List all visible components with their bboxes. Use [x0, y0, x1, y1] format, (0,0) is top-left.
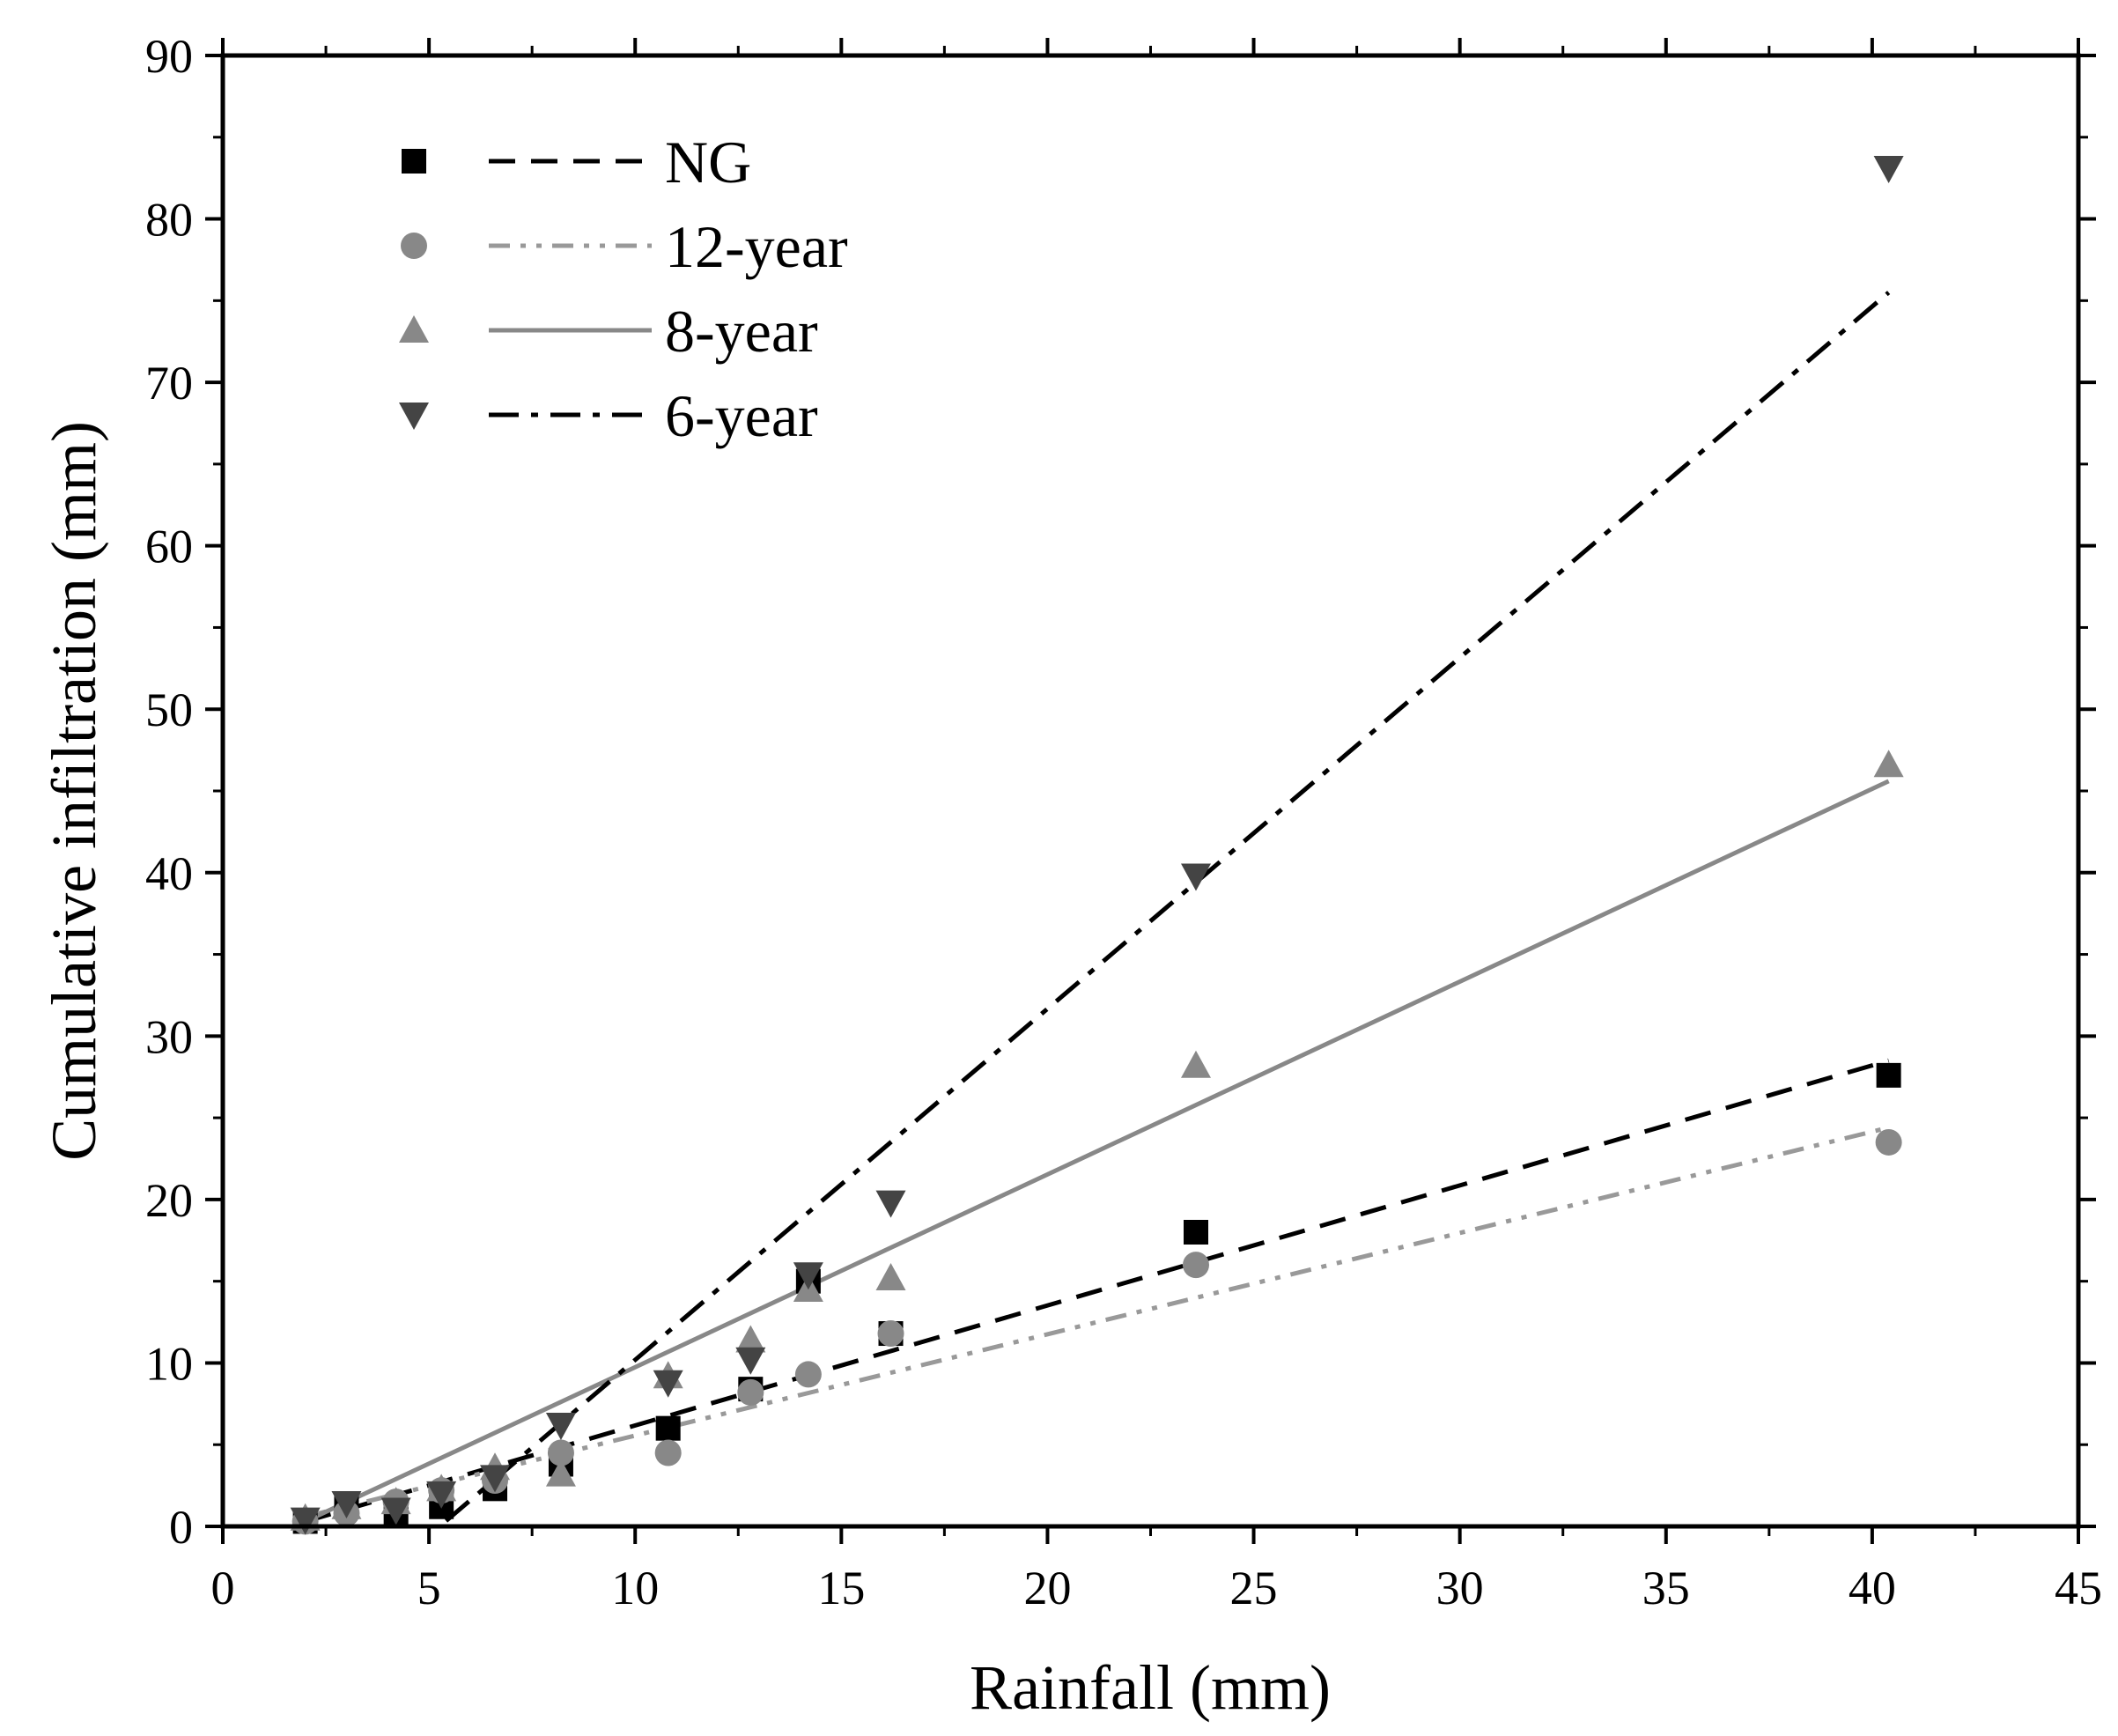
- data-point-6-year: [426, 1481, 457, 1509]
- x-tick-label: 40: [1849, 1562, 1896, 1614]
- data-point-6-year: [875, 1190, 906, 1218]
- data-point-6-year: [1873, 156, 1904, 184]
- data-point-12-year: [1183, 1252, 1210, 1279]
- x-axis-ticks: 0 5 10 15 20 25 30 35 40 45: [211, 38, 2102, 1614]
- y-tick-label: 50: [145, 683, 193, 736]
- data-point-6-year: [653, 1370, 683, 1398]
- x-tick-label: 30: [1436, 1562, 1484, 1614]
- data-point-6-year: [480, 1465, 511, 1493]
- legend-label-8-year: 8-year: [665, 298, 818, 365]
- y-tick-label: 80: [145, 194, 193, 247]
- data-point-6-year: [380, 1497, 411, 1525]
- data-point-6-year: [735, 1347, 766, 1375]
- data-point-ng: [1184, 1220, 1209, 1245]
- data-point-12-year: [794, 1361, 822, 1388]
- legend-marker-ng: [402, 149, 426, 174]
- data-point-6-year: [1181, 863, 1212, 891]
- data-point-ng: [1876, 1062, 1901, 1088]
- legend-item-6-year: 6-year: [399, 382, 818, 449]
- y-tick-label: 20: [145, 1174, 193, 1227]
- data-point-12-year: [547, 1439, 574, 1466]
- y-tick-label: 60: [145, 521, 193, 573]
- plot-frame: [220, 53, 2081, 1529]
- fit-line-6-year: [436, 291, 1891, 1526]
- y-tick-label: 40: [145, 847, 193, 900]
- legend-item-8-year: 8-year: [399, 298, 818, 365]
- y-axis-title: Cumulative infiltration (mm): [39, 421, 109, 1161]
- data-point-6-year: [545, 1412, 576, 1440]
- data-point-6-year: [793, 1262, 823, 1290]
- x-tick-label: 25: [1230, 1562, 1278, 1614]
- plot-area: [223, 55, 2078, 1526]
- data-point-12-year: [737, 1378, 764, 1406]
- x-axis-title: Rainfall (mm): [970, 1652, 1331, 1723]
- legend-marker-12-year: [401, 233, 427, 259]
- y-tick-label: 10: [145, 1337, 193, 1390]
- legend-label-6-year: 6-year: [665, 382, 818, 449]
- legend-label-ng: NG: [665, 129, 751, 196]
- y-tick-label: 90: [145, 30, 193, 83]
- data-point-12-year: [877, 1320, 904, 1348]
- y-tick-label: 0: [169, 1501, 193, 1554]
- data-point-ng: [655, 1415, 681, 1441]
- data-point-6-year: [331, 1491, 362, 1519]
- data-point-8-year: [1181, 1050, 1212, 1078]
- legend-item-12-year: 12-year: [401, 213, 848, 280]
- data-point-8-year: [735, 1325, 766, 1353]
- y-tick-label: 70: [145, 357, 193, 410]
- x-tick-label: 15: [817, 1562, 865, 1614]
- x-tick-label: 20: [1023, 1562, 1071, 1614]
- x-tick-label: 45: [2055, 1562, 2102, 1614]
- legend-marker-8-year: [399, 315, 429, 343]
- data-point-12-year: [654, 1439, 682, 1466]
- x-tick-label: 35: [1642, 1562, 1690, 1614]
- y-tick-label: 30: [145, 1010, 193, 1063]
- data-points: [290, 156, 1904, 1535]
- x-tick-label: 5: [417, 1562, 441, 1614]
- legend-item-ng: NG: [402, 129, 751, 196]
- x-tick-label: 10: [611, 1562, 659, 1614]
- x-tick-label: 0: [211, 1562, 235, 1614]
- legend-label-12-year: 12-year: [665, 213, 848, 280]
- data-point-8-year: [875, 1262, 906, 1290]
- fit-line-8-year: [304, 779, 1890, 1524]
- data-point-8-year: [545, 1459, 576, 1487]
- data-point-12-year: [1875, 1128, 1902, 1156]
- data-point-6-year: [290, 1507, 321, 1535]
- legend: NG 12-year 8-year 6-year: [399, 129, 848, 449]
- legend-marker-6-year: [399, 403, 429, 430]
- data-point-8-year: [1873, 750, 1904, 778]
